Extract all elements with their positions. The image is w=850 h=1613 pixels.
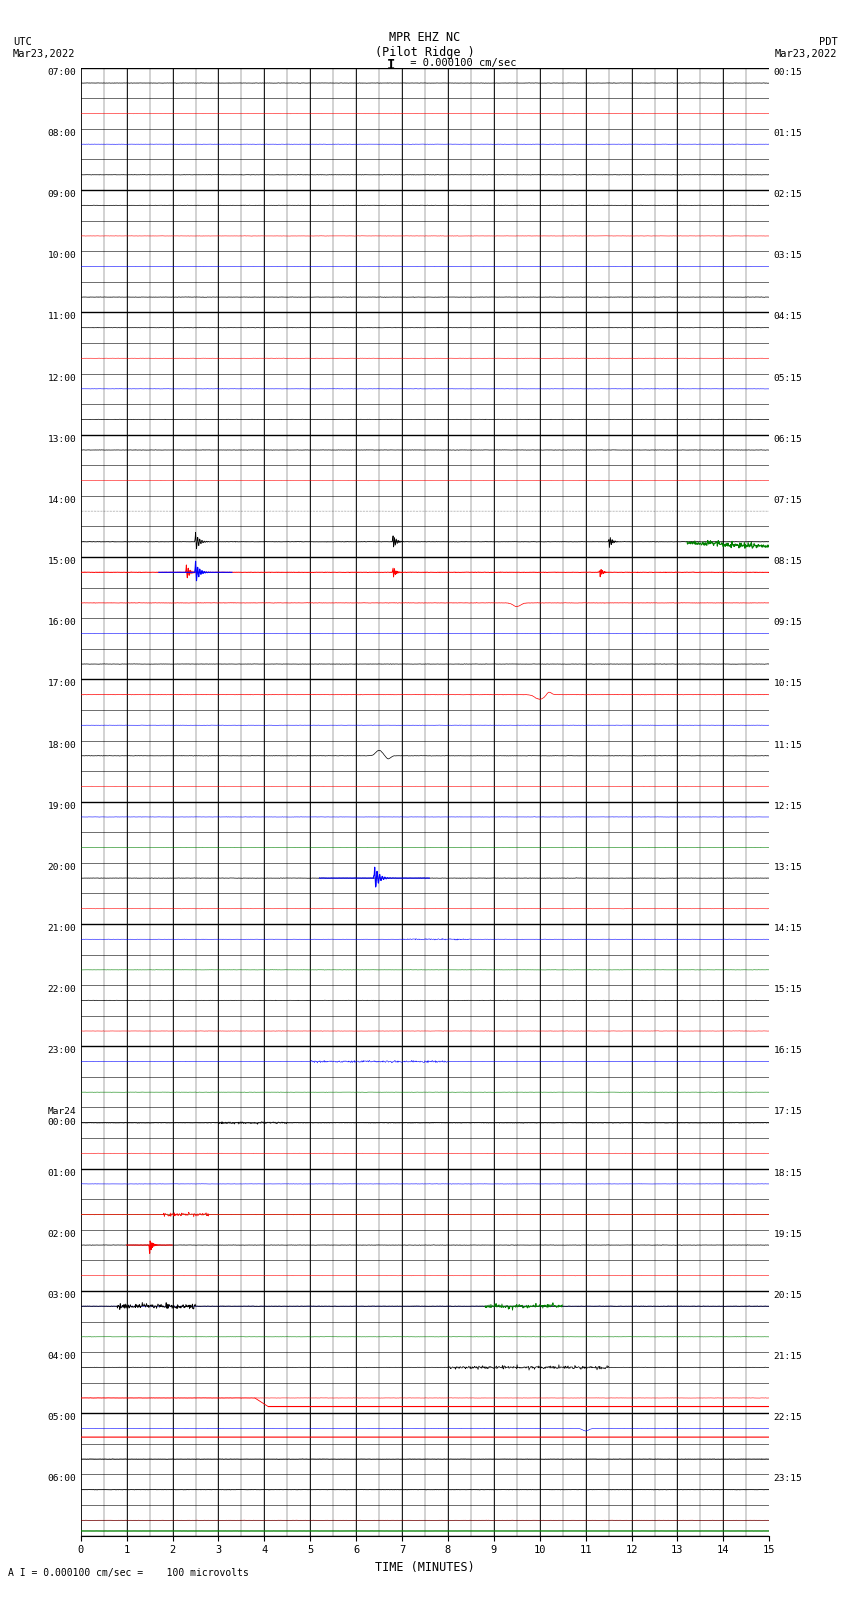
Text: 23:15: 23:15 <box>774 1474 802 1484</box>
Text: 10:15: 10:15 <box>774 679 802 689</box>
Text: PDT
Mar23,2022: PDT Mar23,2022 <box>774 37 837 58</box>
Text: 13:00: 13:00 <box>48 436 76 444</box>
Text: 02:00: 02:00 <box>48 1229 76 1239</box>
Text: 20:15: 20:15 <box>774 1290 802 1300</box>
Text: 01:15: 01:15 <box>774 129 802 137</box>
Text: 14:00: 14:00 <box>48 495 76 505</box>
X-axis label: TIME (MINUTES): TIME (MINUTES) <box>375 1561 475 1574</box>
Text: 14:15: 14:15 <box>774 924 802 932</box>
Text: 22:00: 22:00 <box>48 986 76 994</box>
Text: 11:00: 11:00 <box>48 313 76 321</box>
Text: 12:15: 12:15 <box>774 802 802 811</box>
Text: 12:00: 12:00 <box>48 374 76 382</box>
Text: 13:15: 13:15 <box>774 863 802 871</box>
Text: 07:15: 07:15 <box>774 495 802 505</box>
Text: UTC
Mar23,2022: UTC Mar23,2022 <box>13 37 76 58</box>
Text: 07:00: 07:00 <box>48 68 76 77</box>
Text: 05:00: 05:00 <box>48 1413 76 1423</box>
Text: 04:00: 04:00 <box>48 1352 76 1361</box>
Text: 18:15: 18:15 <box>774 1168 802 1177</box>
Text: = 0.000100 cm/sec: = 0.000100 cm/sec <box>404 58 516 68</box>
Text: 16:15: 16:15 <box>774 1047 802 1055</box>
Text: 17:00: 17:00 <box>48 679 76 689</box>
Text: 22:15: 22:15 <box>774 1413 802 1423</box>
Text: I: I <box>387 58 395 73</box>
Text: 00:15: 00:15 <box>774 68 802 77</box>
Text: 04:15: 04:15 <box>774 313 802 321</box>
Text: 20:00: 20:00 <box>48 863 76 871</box>
Text: 03:15: 03:15 <box>774 252 802 260</box>
Text: 16:00: 16:00 <box>48 618 76 627</box>
Text: 03:00: 03:00 <box>48 1290 76 1300</box>
Text: 01:00: 01:00 <box>48 1168 76 1177</box>
Text: 19:00: 19:00 <box>48 802 76 811</box>
Text: 09:00: 09:00 <box>48 190 76 198</box>
Text: Mar24
00:00: Mar24 00:00 <box>48 1108 76 1127</box>
Text: 10:00: 10:00 <box>48 252 76 260</box>
Text: 17:15: 17:15 <box>774 1108 802 1116</box>
Text: 15:15: 15:15 <box>774 986 802 994</box>
Text: 05:15: 05:15 <box>774 374 802 382</box>
Text: 21:00: 21:00 <box>48 924 76 932</box>
Text: 02:15: 02:15 <box>774 190 802 198</box>
Text: 11:15: 11:15 <box>774 740 802 750</box>
Text: 21:15: 21:15 <box>774 1352 802 1361</box>
Text: 06:15: 06:15 <box>774 436 802 444</box>
Text: 19:15: 19:15 <box>774 1229 802 1239</box>
Text: 23:00: 23:00 <box>48 1047 76 1055</box>
Text: MPR EHZ NC
(Pilot Ridge ): MPR EHZ NC (Pilot Ridge ) <box>375 31 475 58</box>
Text: 15:00: 15:00 <box>48 556 76 566</box>
Text: 06:00: 06:00 <box>48 1474 76 1484</box>
Text: 08:15: 08:15 <box>774 556 802 566</box>
Text: 08:00: 08:00 <box>48 129 76 137</box>
Text: A I = 0.000100 cm/sec =    100 microvolts: A I = 0.000100 cm/sec = 100 microvolts <box>8 1568 249 1578</box>
Text: 18:00: 18:00 <box>48 740 76 750</box>
Text: 09:15: 09:15 <box>774 618 802 627</box>
